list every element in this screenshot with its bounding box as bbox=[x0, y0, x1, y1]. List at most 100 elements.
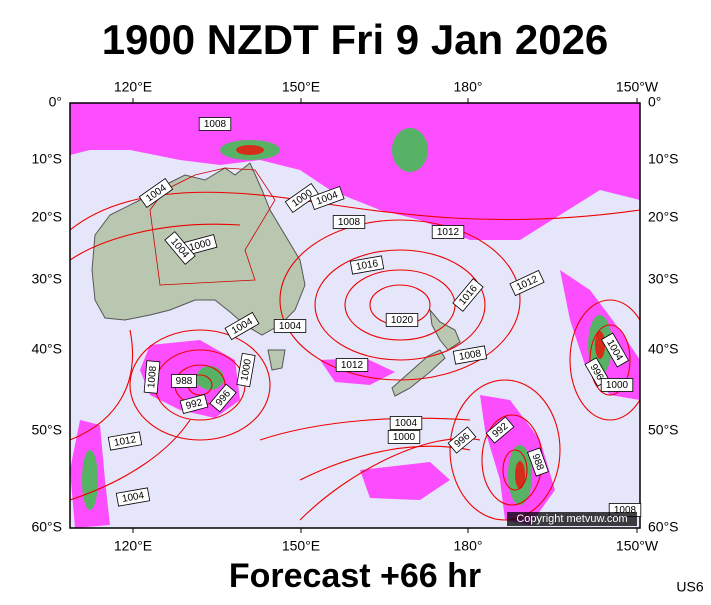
isobar-label-box bbox=[138, 178, 174, 208]
isobar-value: 1000 bbox=[239, 358, 254, 382]
right-lat-label: 50°S bbox=[648, 422, 679, 438]
north-island bbox=[429, 308, 461, 351]
forecast-label: Forecast +66 hr bbox=[229, 557, 481, 595]
map-area bbox=[70, 103, 640, 528]
isobar-label-box bbox=[170, 374, 198, 388]
isobar-label-box bbox=[431, 225, 465, 239]
isobar-label-box bbox=[387, 430, 421, 444]
isobar-label: 1008 bbox=[198, 117, 232, 131]
top-lon-label: 120°E bbox=[114, 79, 152, 95]
isobar-value: 1008 bbox=[338, 217, 361, 228]
isobar-label: 1020 bbox=[385, 313, 419, 327]
right-lat-label: 40°S bbox=[648, 341, 679, 357]
isobar-label-box bbox=[447, 426, 477, 454]
isobar-value: 1008 bbox=[614, 505, 637, 516]
map-frame bbox=[69, 102, 641, 529]
isobar-label-box bbox=[509, 269, 545, 297]
isobar-value: 1000 bbox=[393, 432, 416, 443]
isobar-label-box bbox=[284, 183, 320, 213]
right-lat-label: 10°S bbox=[648, 151, 679, 167]
left-lat-label: 40°S bbox=[31, 341, 62, 357]
isobar-value: 1012 bbox=[437, 227, 460, 238]
isobar-label-box bbox=[309, 185, 345, 211]
isobar-label: 988 bbox=[170, 374, 198, 388]
isobar-value: 992 bbox=[185, 397, 204, 412]
isobar-label: 1000 bbox=[182, 234, 218, 256]
isobar-value: 1004 bbox=[121, 490, 145, 505]
isobar-value: 1020 bbox=[391, 315, 414, 326]
isobar-label: 1012 bbox=[431, 225, 465, 239]
left-lat-label: 0° bbox=[49, 94, 62, 110]
right-lat-label: 0° bbox=[648, 94, 661, 110]
bottom-lon-label: 120°E bbox=[114, 538, 152, 554]
isobar-value: 988 bbox=[176, 376, 193, 387]
top-lon-label: 150°E bbox=[282, 79, 320, 95]
right-lat-label: 20°S bbox=[648, 209, 679, 225]
isobar-label: 996 bbox=[447, 426, 477, 454]
isobar-value: 1008 bbox=[458, 348, 482, 363]
isobar-label: 992 bbox=[179, 393, 209, 415]
isobar-label-box bbox=[115, 487, 151, 507]
isobar-label: 1008 bbox=[143, 360, 161, 394]
isobar-label-box bbox=[198, 117, 232, 131]
top-lon-label: 180° bbox=[454, 79, 483, 95]
isobar-label-box bbox=[164, 231, 196, 265]
bottom-lon-label: 150°E bbox=[282, 538, 320, 554]
isobar-value: 1012 bbox=[113, 434, 137, 449]
isobar-value: 1012 bbox=[341, 360, 364, 371]
isobar-label: 1004 bbox=[389, 416, 423, 430]
isobar-label: 988 bbox=[527, 447, 549, 477]
isobar-label: 1000 bbox=[387, 430, 421, 444]
top-lon-label: 150°W bbox=[616, 79, 659, 95]
isobar-label: 1000 bbox=[600, 378, 634, 392]
isobar-label-box bbox=[452, 278, 484, 312]
isobar-label-box bbox=[107, 431, 143, 451]
isobar-label-box bbox=[224, 311, 260, 341]
left-lat-label: 10°S bbox=[31, 151, 62, 167]
tasmania bbox=[267, 349, 286, 371]
isobar-label: 1016 bbox=[349, 255, 385, 275]
isobar-label-box bbox=[527, 447, 549, 477]
south-island bbox=[391, 349, 446, 397]
left-lat-label: 50°S bbox=[31, 422, 62, 438]
isobar-label: 1008 bbox=[452, 345, 488, 365]
isobar-label: 1012 bbox=[335, 358, 369, 372]
isobar-label-box bbox=[335, 358, 369, 372]
copyright: Copyright metvuw.com bbox=[516, 513, 627, 525]
bottom-lon-label: 180° bbox=[454, 538, 483, 554]
isobar-label: 1000 bbox=[236, 352, 256, 388]
isobar-label-box bbox=[389, 416, 423, 430]
left-lat-label: 20°S bbox=[31, 209, 62, 225]
bottom-lon-label: 150°W bbox=[616, 538, 659, 554]
isobar-label-box bbox=[600, 378, 634, 392]
isobar-label: 1012 bbox=[107, 431, 143, 451]
left-lat-label: 30°S bbox=[31, 271, 62, 287]
extreme-precipitation bbox=[236, 145, 605, 489]
isobar-label-box bbox=[600, 332, 630, 368]
isobar-label: 1008 bbox=[332, 215, 366, 229]
axis-labels: 120°E120°E150°E150°E180°180°150°W150°W0°… bbox=[31, 79, 678, 554]
isobar-label-box bbox=[485, 416, 515, 444]
isobar-label-box bbox=[349, 255, 385, 275]
isobar-label-box bbox=[385, 313, 419, 327]
isobar-value: 1000 bbox=[606, 380, 629, 391]
isobar-value: 1008 bbox=[204, 119, 227, 130]
right-lat-label: 60°S bbox=[648, 519, 679, 535]
isobar-label: 1004 bbox=[115, 487, 151, 507]
isobar-label-box bbox=[273, 319, 307, 333]
isobar-value: 1008 bbox=[146, 365, 159, 389]
title: 1900 NZDT Fri 9 Jan 2026 bbox=[102, 16, 609, 63]
isobar-label-box bbox=[332, 215, 366, 229]
isobar-value: 1004 bbox=[279, 321, 302, 332]
isobar-value: 1016 bbox=[355, 258, 379, 273]
isobar-label-box bbox=[209, 383, 237, 413]
isobar-label-box bbox=[143, 360, 161, 394]
right-lat-label: 30°S bbox=[648, 271, 679, 287]
isobar-label: 1004 bbox=[273, 319, 307, 333]
copyright-box bbox=[507, 512, 637, 526]
isobar-label-box bbox=[179, 393, 209, 415]
product-code: US6 bbox=[676, 579, 703, 595]
isobar-value: 1004 bbox=[395, 418, 418, 429]
